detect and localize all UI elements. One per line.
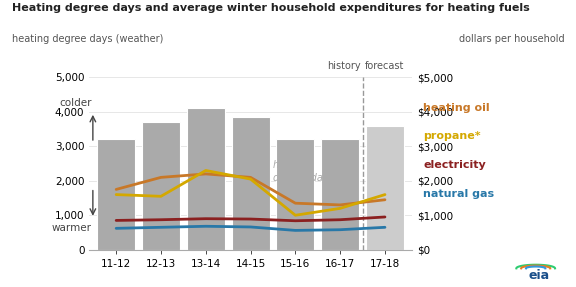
Bar <box>142 122 180 250</box>
Text: propane*: propane* <box>423 131 481 141</box>
Text: Heating degree days and average winter household expenditures for heating fuels: Heating degree days and average winter h… <box>12 3 529 13</box>
Bar <box>276 139 314 250</box>
Bar <box>232 117 270 250</box>
Text: colder: colder <box>59 98 92 108</box>
Text: eia: eia <box>529 269 550 282</box>
Text: heating
degree days: heating degree days <box>273 160 334 183</box>
Text: history: history <box>327 61 361 71</box>
Bar <box>366 126 404 250</box>
Text: heating degree days (weather): heating degree days (weather) <box>12 34 163 44</box>
Text: electricity: electricity <box>423 160 486 170</box>
Bar <box>97 139 135 250</box>
Text: natural gas: natural gas <box>423 189 494 199</box>
Bar <box>321 139 359 250</box>
Text: dollars per household: dollars per household <box>459 34 564 44</box>
Text: forecast: forecast <box>365 61 404 71</box>
Text: heating oil: heating oil <box>423 103 490 113</box>
Text: warmer: warmer <box>51 223 92 233</box>
Bar <box>187 108 225 250</box>
